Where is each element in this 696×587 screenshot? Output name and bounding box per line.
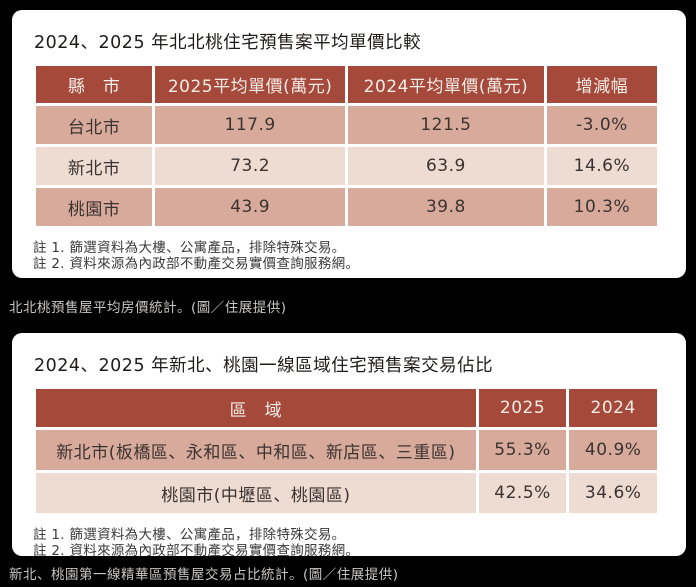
header-cell-city: 縣 市 [36, 66, 153, 103]
table-row-taipei: 台北市 117.9 121.5 -3.0% [36, 106, 657, 144]
note-line-1: 註 1. 篩選資料為大樓、公寓產品，排除特殊交易。 [33, 240, 346, 256]
cell-change: 10.3% [546, 188, 657, 226]
share-table-caption: 新北、桃園第一線精華區預售屋交易占比統計。(圖／住展提供) [9, 567, 399, 583]
cell-region: 桃園市(中壢區、桃園區) [36, 473, 476, 513]
cell-2025-share: 55.3% [478, 430, 567, 470]
price-table-caption: 北北桃預售屋平均房價統計。(圖／住展提供) [9, 300, 287, 316]
cell-city: 台北市 [36, 106, 153, 144]
header-cell-region: 區 域 [36, 389, 476, 427]
cell-2025-price: 73.2 [155, 147, 345, 185]
table-header-row: 縣 市 2025平均單價(萬元) 2024平均單價(萬元) 增減幅 [36, 66, 657, 103]
transaction-share-table: 區 域 2025 2024 新北市(板橋區、永和區、中和區、新店區、三重區) 5… [33, 386, 660, 516]
table-notes: 註 1. 篩選資料為大樓、公寓產品，排除特殊交易。 註 2. 資料來源為內政部不… [33, 527, 660, 560]
price-comparison-table: 縣 市 2025平均單價(萬元) 2024平均單價(萬元) 增減幅 台北市 11… [33, 63, 660, 229]
table-header-row: 區 域 2025 2024 [36, 389, 657, 427]
share-table-title: 2024、2025 年新北、桃園一線區域住宅預售案交易佔比 [34, 356, 494, 376]
header-cell-change: 增減幅 [546, 66, 657, 103]
cell-2025-price: 117.9 [155, 106, 345, 144]
price-comparison-card: 2024、2025 年北北桃住宅預售案平均單價比較 縣 市 2025平均單價(萬… [12, 10, 686, 278]
table-row-taoyuan: 桃園市 43.9 39.8 10.3% [36, 188, 657, 226]
header-cell-2025-price: 2025平均單價(萬元) [155, 66, 345, 103]
note-line-2: 註 2. 資料來源為內政部不動產交易實價查詢服務網。 [33, 543, 360, 560]
cell-2025-price: 43.9 [155, 188, 345, 226]
cell-region: 新北市(板橋區、永和區、中和區、新店區、三重區) [36, 430, 476, 470]
cell-2024-share: 34.6% [569, 473, 657, 513]
table-row-newtaipei: 新北市 73.2 63.9 14.6% [36, 147, 657, 185]
cell-city: 新北市 [36, 147, 153, 185]
cell-city: 桃園市 [36, 188, 153, 226]
header-cell-2025: 2025 [478, 389, 567, 427]
price-table-title: 2024、2025 年北北桃住宅預售案平均單價比較 [34, 33, 422, 53]
cell-2025-share: 42.5% [478, 473, 567, 513]
cell-2024-price: 121.5 [347, 106, 544, 144]
cell-change: 14.6% [546, 147, 657, 185]
table-notes: 註 1. 篩選資料為大樓、公寓產品，排除特殊交易。 註 2. 資料來源為內政部不… [33, 240, 660, 273]
table-row-newtaipei-districts: 新北市(板橋區、永和區、中和區、新店區、三重區) 55.3% 40.9% [36, 430, 657, 470]
header-cell-2024: 2024 [569, 389, 657, 427]
note-line-2: 註 2. 資料來源為內政部不動產交易實價查詢服務網。 [33, 256, 360, 273]
note-line-1: 註 1. 篩選資料為大樓、公寓產品，排除特殊交易。 [33, 527, 346, 543]
cell-2024-share: 40.9% [569, 430, 657, 470]
cell-2024-price: 63.9 [347, 147, 544, 185]
cell-change: -3.0% [546, 106, 657, 144]
transaction-share-card: 2024、2025 年新北、桃園一線區域住宅預售案交易佔比 區 域 2025 2… [12, 333, 686, 559]
header-cell-2024-price: 2024平均單價(萬元) [347, 66, 544, 103]
cell-2024-price: 39.8 [347, 188, 544, 226]
table-row-taoyuan-districts: 桃園市(中壢區、桃園區) 42.5% 34.6% [36, 473, 657, 513]
